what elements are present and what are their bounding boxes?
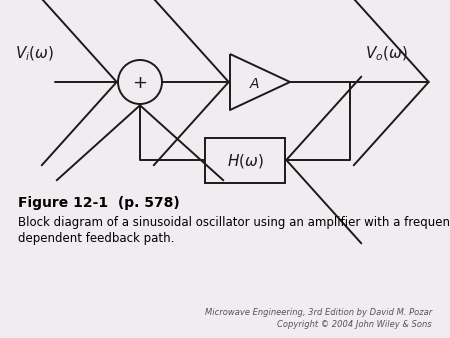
- Text: Figure 12-1  (p. 578): Figure 12-1 (p. 578): [18, 196, 180, 210]
- Text: Microwave Engineering, 3rd Edition by David M. Pozar: Microwave Engineering, 3rd Edition by Da…: [205, 308, 432, 317]
- Bar: [205, 138, 285, 183]
- Text: $\!A$: $\!A$: [249, 77, 261, 91]
- Text: +: +: [132, 74, 148, 92]
- Text: dependent feedback path.: dependent feedback path.: [18, 232, 175, 245]
- Text: $H(\omega)$: $H(\omega)$: [227, 152, 263, 170]
- Text: Copyright © 2004 John Wiley & Sons: Copyright © 2004 John Wiley & Sons: [277, 320, 432, 329]
- Text: Block diagram of a sinusoidal oscillator using an amplifier with a frequency-: Block diagram of a sinusoidal oscillator…: [18, 216, 450, 229]
- Text: $V_o(\omega)$: $V_o(\omega)$: [365, 45, 408, 63]
- Text: $V_i(\omega)$: $V_i(\omega)$: [15, 45, 54, 63]
